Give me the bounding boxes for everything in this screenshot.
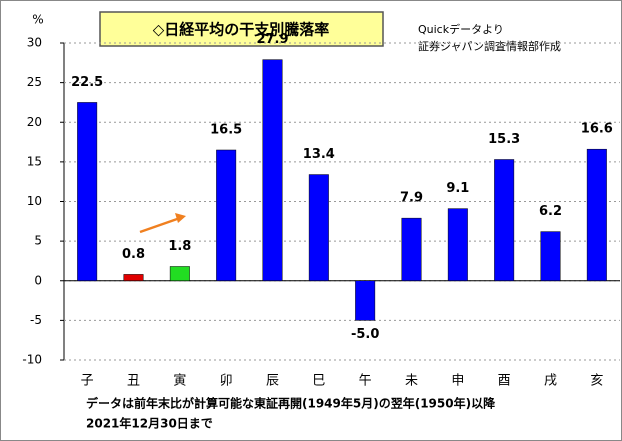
bar bbox=[77, 102, 98, 281]
bar bbox=[586, 148, 607, 281]
value-label: 9.1 bbox=[446, 181, 469, 196]
value-label: 22.5 bbox=[71, 75, 103, 90]
y-tick-label: 5 bbox=[34, 234, 42, 248]
x-tick-label: 巳 bbox=[312, 374, 325, 389]
x-tick-label: 辰 bbox=[266, 374, 279, 389]
value-label: 7.9 bbox=[400, 191, 423, 206]
y-tick-label: 15 bbox=[27, 154, 42, 168]
value-label: 15.3 bbox=[488, 132, 520, 147]
bar bbox=[262, 59, 283, 281]
x-tick-label: 子 bbox=[81, 374, 94, 389]
footnote: 2021年12月30日まで bbox=[86, 416, 213, 431]
x-tick-label: 戌 bbox=[544, 374, 557, 389]
bar bbox=[447, 208, 468, 282]
source: 証券ジャパン調査情報部作成 bbox=[418, 39, 561, 53]
value-label: 0.8 bbox=[122, 247, 145, 262]
bar bbox=[216, 149, 237, 281]
bar bbox=[540, 231, 561, 282]
x-tick-label: 午 bbox=[359, 374, 372, 389]
bar bbox=[169, 266, 190, 281]
y-tick-label: 30 bbox=[27, 36, 42, 50]
y-tick-label: 20 bbox=[27, 115, 42, 129]
x-tick-label: 寅 bbox=[173, 373, 186, 389]
y-tick-label: -10 bbox=[22, 353, 42, 367]
value-label: 1.8 bbox=[168, 239, 191, 254]
y-tick-label: -5 bbox=[30, 313, 42, 327]
arrow-head bbox=[175, 213, 186, 223]
value-label: -5.0 bbox=[351, 327, 379, 342]
x-tick-label: 酉 bbox=[498, 374, 511, 389]
x-tick-label: 申 bbox=[451, 374, 464, 389]
chart-title: ◇日経平均の干支別騰落率 bbox=[153, 21, 330, 39]
value-label: 6.2 bbox=[539, 204, 562, 219]
y-tick-label: 0 bbox=[34, 273, 42, 287]
x-tick-label: 亥 bbox=[590, 374, 603, 389]
arrow bbox=[139, 216, 181, 234]
value-label: 16.5 bbox=[210, 122, 242, 137]
y-unit: % bbox=[32, 13, 43, 27]
value-label: 13.4 bbox=[303, 147, 335, 162]
value-label: 27.9 bbox=[256, 32, 288, 47]
footnote: データは前年末比が計算可能な東証再開(1949年5月)の翌年(1950年)以降 bbox=[86, 396, 496, 411]
bar bbox=[123, 274, 144, 282]
value-label: 16.6 bbox=[581, 122, 613, 137]
bar bbox=[308, 174, 329, 281]
x-tick-label: 未 bbox=[405, 374, 418, 389]
y-tick-label: 10 bbox=[27, 194, 42, 208]
source: Quickデータより bbox=[418, 22, 504, 36]
x-tick-label: 丑 bbox=[127, 374, 140, 389]
bar bbox=[401, 217, 422, 281]
bar bbox=[494, 159, 515, 281]
x-tick-label: 卯 bbox=[220, 374, 233, 389]
y-tick-label: 25 bbox=[27, 75, 42, 89]
bar bbox=[355, 280, 376, 321]
title-box bbox=[99, 11, 384, 47]
